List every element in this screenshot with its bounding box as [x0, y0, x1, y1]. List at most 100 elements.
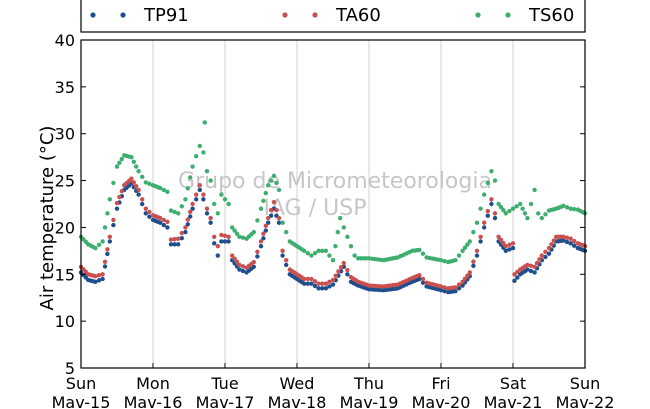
data-point: [140, 174, 145, 180]
data-point: [190, 164, 195, 169]
data-point: [338, 215, 343, 221]
data-point: [179, 204, 184, 209]
data-point: [143, 180, 148, 185]
data-point: [188, 214, 193, 219]
y-tick-label: 5: [65, 359, 75, 378]
data-point: [185, 222, 190, 227]
data-point: [134, 164, 139, 169]
data-point: [568, 206, 573, 211]
data-point: [532, 270, 537, 275]
data-point: [271, 173, 277, 179]
data-point: [352, 253, 357, 258]
data-point: [276, 215, 282, 221]
x-tick-day: Thu: [353, 374, 384, 393]
data-point: [215, 211, 220, 216]
x-tick-date: Mav-21: [484, 393, 543, 409]
data-point: [478, 206, 483, 211]
data-point: [539, 253, 544, 258]
data-point: [96, 278, 102, 283]
data-point: [348, 243, 354, 249]
legend-marker: [312, 12, 318, 18]
x-tick-day: Mon: [136, 374, 170, 393]
data-point: [261, 231, 266, 236]
data-point: [226, 239, 231, 244]
data-point: [219, 192, 224, 197]
y-tick-label: 15: [55, 265, 75, 284]
data-point: [268, 207, 274, 213]
legend-marker: [475, 12, 481, 18]
data-point: [188, 209, 193, 215]
data-point: [305, 281, 310, 286]
data-point: [114, 200, 120, 206]
data-point: [510, 241, 516, 246]
legend-label: TS60: [528, 5, 574, 26]
data-point: [572, 243, 577, 248]
data-point: [312, 279, 318, 284]
data-point: [165, 225, 170, 230]
data-point: [280, 220, 285, 225]
data-point: [165, 219, 170, 225]
data-point: [212, 241, 217, 246]
data-point: [143, 211, 148, 216]
data-point: [478, 234, 483, 239]
data-points: [78, 120, 588, 295]
data-point: [333, 243, 338, 249]
data-point: [179, 236, 184, 241]
data-point: [503, 243, 508, 249]
data-point: [336, 269, 341, 274]
data-point: [230, 225, 235, 230]
data-point: [532, 264, 537, 269]
data-point: [507, 242, 512, 247]
data-point: [222, 239, 228, 244]
data-point: [105, 247, 110, 252]
data-point: [266, 220, 271, 225]
data-point: [522, 211, 528, 216]
data-point: [335, 229, 340, 235]
data-point: [507, 247, 512, 252]
legend-marker: [282, 12, 288, 18]
data-point: [543, 254, 548, 260]
data-point: [93, 273, 98, 279]
y-axis-title: Air temperature (°C): [37, 126, 58, 311]
grid-lines: [152, 40, 514, 368]
data-point: [197, 143, 202, 149]
x-tick-day: Sat: [500, 374, 526, 393]
series-ta60: [78, 176, 588, 291]
data-point: [327, 279, 332, 284]
data-point: [453, 258, 458, 263]
data-point: [564, 235, 570, 240]
data-point: [525, 262, 530, 268]
data-point: [514, 204, 519, 209]
data-point: [341, 260, 346, 266]
data-point: [194, 192, 199, 197]
data-point: [492, 211, 498, 216]
legend-marker: [120, 12, 126, 18]
plot-frame: [80, 39, 586, 369]
data-point: [312, 251, 318, 256]
x-tick-date: Mav-16: [124, 393, 183, 409]
data-point: [280, 248, 285, 254]
data-point: [536, 211, 541, 216]
data-point: [528, 201, 534, 207]
data-point: [240, 235, 246, 240]
data-point: [572, 238, 577, 244]
data-point: [525, 215, 530, 221]
data-point: [507, 208, 512, 214]
data-point: [215, 243, 220, 249]
x-tick-date: Mav-20: [412, 393, 471, 409]
data-point: [276, 220, 282, 225]
data-point: [119, 188, 125, 194]
series-tp91: [78, 181, 588, 295]
data-point: [453, 285, 458, 290]
data-point: [147, 209, 152, 215]
x-axis: SunMav-15MonMav-16TueMav-17WedMav-18ThuM…: [52, 363, 614, 409]
data-point: [161, 187, 166, 193]
data-point: [489, 197, 494, 202]
data-point: [240, 264, 246, 269]
data-point: [222, 197, 228, 202]
data-point: [129, 176, 134, 181]
data-point: [442, 258, 447, 264]
data-point: [183, 197, 188, 202]
data-point: [460, 248, 465, 254]
data-point: [204, 206, 210, 211]
